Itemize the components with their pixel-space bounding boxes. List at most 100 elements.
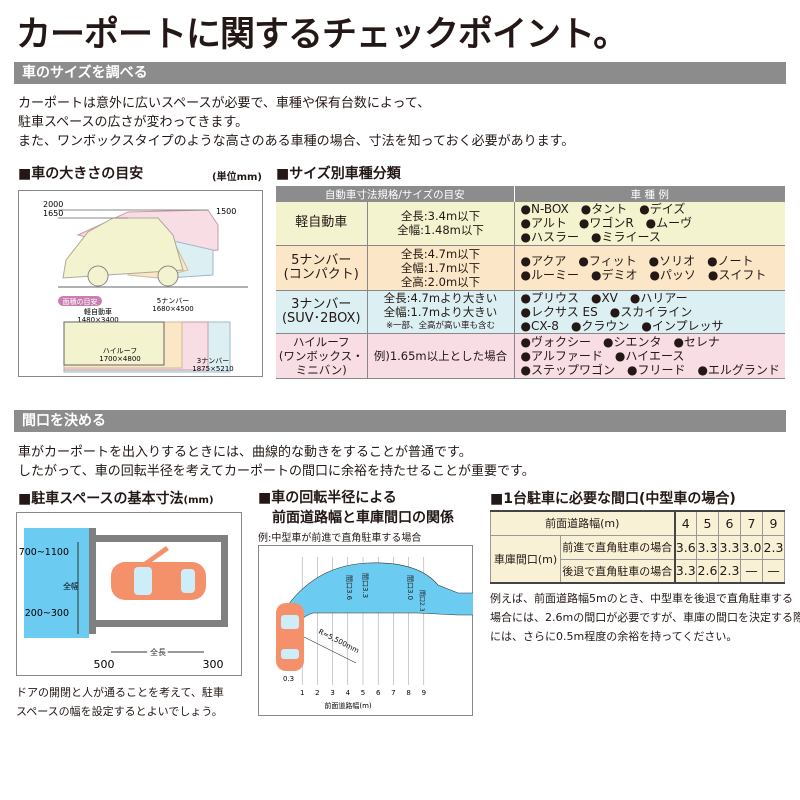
text-line: カーポートは意外に広いスペースが必要で、車種や保有台数によって、 bbox=[18, 96, 431, 111]
road-width-header: 前面道路幅(m) bbox=[490, 511, 676, 536]
reverse-value: 3.3 bbox=[674, 559, 697, 584]
opening-intro: 車がカーポートを出入りするときには、曲線的な動きをすることが普通です。 したがっ… bbox=[18, 443, 535, 481]
parking-heading: ■駐車スペースの基本寸法(mm) bbox=[18, 491, 214, 507]
turning-subtitle: 例:中型車が前進で直角駐車する場合 bbox=[258, 533, 422, 544]
intro-text: カーポートは意外に広いスペースが必要で、車種や保有台数によって、 駐車スペースの… bbox=[18, 94, 574, 151]
table-row: 前面道路幅(m) 4 5 6 7 9 bbox=[490, 511, 785, 536]
gap-label: 間口3.0 bbox=[406, 575, 414, 600]
page-title: カーポートに関するチェックポイント。 bbox=[16, 15, 628, 55]
forward-value: 3.6 bbox=[674, 535, 697, 560]
tick-label: 9 bbox=[422, 689, 426, 697]
forward-label: 前進で直角駐車の場合 bbox=[560, 535, 676, 560]
cars-cell: ●プリウス ●XV ●ハリアー ●レクサス ES ●スカイライン ●CX-8 ●クラ… bbox=[514, 290, 785, 334]
tick-label: 7 bbox=[391, 689, 395, 697]
cars-cell: ●アクア ●フィット ●ソリオ ●ノート ●ルーミー ●デミオ ●パッソ ●スイフ… bbox=[514, 245, 785, 291]
height-2000: 2000 bbox=[43, 200, 63, 209]
category-cell: 3ナンバー (SUV･2BOX) bbox=[276, 290, 368, 334]
table-row: 3ナンバー (SUV･2BOX) 全長:4.7mより大きい 全幅:1.7mより大きい… bbox=[276, 290, 785, 334]
tick-label: 6 bbox=[376, 689, 381, 697]
section-bar-opening: 間口を決める bbox=[14, 410, 786, 432]
car-icon bbox=[276, 603, 304, 671]
height-1500: 1500 bbox=[216, 207, 236, 216]
dim-width: 全幅 bbox=[63, 581, 79, 591]
car-top-view bbox=[111, 546, 206, 600]
car-size-diagram: 2000 1650 1500 面積の目安 軽自動車 1480×3400 5ナンバ… bbox=[18, 190, 263, 377]
size-classification-table: 自動車寸法規格/サイズの目安車 種 例 軽自動車 全長:3.4m以下 全幅:1.4… bbox=[276, 186, 785, 379]
highroof-label: ハイルーフ bbox=[103, 347, 137, 355]
garage-opening-header: 車庫間口(m) bbox=[490, 535, 561, 584]
text-line: 車がカーポートを出入りするときには、曲線的な動きをすることが普通です。 bbox=[18, 445, 472, 460]
dim-side-space: 200~300 bbox=[25, 608, 69, 619]
kei-label: 軽自動車 bbox=[84, 307, 112, 316]
text-line: 駐車スペースの広さが変わってきます。 bbox=[18, 115, 249, 130]
height-1650: 1650 bbox=[43, 209, 63, 218]
category-cell: ハイルーフ (ワンボックス・ ミニバン) bbox=[276, 333, 368, 379]
access-area bbox=[24, 528, 89, 638]
road-width: 9 bbox=[762, 511, 785, 536]
turning-heading: ■車の回転半径による 前面道路幅と車庫間口の関係 bbox=[258, 490, 454, 526]
n5-dim: 1680×4500 bbox=[152, 305, 194, 313]
forward-value: 3.3 bbox=[718, 535, 741, 560]
kei-dim: 1480×3400 bbox=[77, 316, 119, 324]
opening-heading: ■1台駐車に必要な間口(中型車の場合) bbox=[490, 491, 736, 507]
forward-value: 3.0 bbox=[740, 535, 763, 560]
road-width: 4 bbox=[674, 511, 697, 536]
table-row: 後退で直角駐車の場合 3.3 2.6 2.3 — — bbox=[491, 559, 785, 584]
gap-label: 間口2.3 bbox=[418, 590, 425, 612]
cars-cell: ●ヴォクシー ●シエンタ ●セレナ ●アルファード ●ハイエース ●ステップワゴン … bbox=[514, 333, 785, 379]
garage-wall bbox=[89, 528, 228, 634]
table-row: ハイルーフ (ワンボックス・ ミニバン) 例)1.65m以上とした場合 ●ヴォクシー… bbox=[276, 333, 785, 379]
dim-front: 500 bbox=[94, 658, 115, 671]
opening-note: 例えば、前面道路幅5mのとき、中型車を後退で直角駐車する 場合には、2.6mの間口… bbox=[490, 592, 800, 643]
axis-label: 前面道路幅(m) bbox=[324, 701, 372, 710]
tick-label: 1 bbox=[300, 689, 304, 697]
road-width: 7 bbox=[740, 511, 763, 536]
tick-label: 4 bbox=[346, 689, 351, 697]
classification-heading: ■サイズ別車種分類 bbox=[276, 166, 401, 182]
kei-silhouette bbox=[62, 217, 184, 279]
tick-label: 2 bbox=[315, 689, 319, 697]
table-row: 5ナンバー (コンパクト) 全長:4.7m以下 全幅:1.7m以下 全高:2.0m以下… bbox=[276, 245, 785, 291]
offset-label: 0.3 bbox=[283, 675, 294, 683]
forward-value: 3.3 bbox=[696, 535, 719, 560]
dim-rear: 300 bbox=[203, 658, 224, 671]
category-cell: 軽自動車 bbox=[276, 202, 368, 246]
gap-label: 間口3.3 bbox=[361, 573, 369, 598]
reverse-value: — bbox=[740, 559, 763, 584]
forward-value: 2.3 bbox=[762, 535, 785, 560]
spec-cell: 全長:3.4m以下 全幅:1.48m以下 bbox=[367, 202, 515, 246]
tick-label: 3 bbox=[330, 689, 334, 697]
road-width: 6 bbox=[718, 511, 741, 536]
n5-label: 5ナンバー bbox=[157, 297, 189, 305]
size-guide-heading: ■車の大きさの目安 bbox=[18, 166, 144, 182]
spec-cell: 例)1.65m以上とした場合 bbox=[367, 333, 515, 379]
dim-door-space: 700~1100 bbox=[19, 547, 69, 558]
spec-cell: 全長:4.7m以下 全幅:1.7m以下 全高:2.0m以下 bbox=[367, 245, 515, 291]
unit-label: (単位mm) bbox=[212, 172, 262, 183]
tick-label: 5 bbox=[361, 689, 365, 697]
opening-table: 前面道路幅(m) 4 5 6 7 9 車庫間口(m) 前進で直角駐車の場合 3.… bbox=[490, 510, 785, 584]
reverse-value: — bbox=[762, 559, 785, 584]
category-cell: 5ナンバー (コンパクト) bbox=[276, 245, 368, 291]
n3-dim: 1875×5210 bbox=[192, 365, 234, 373]
text-line: したがって、車の回転半径を考えてカーポートの間口に余裕を持たせることが重要です。 bbox=[18, 464, 535, 479]
tick-label: 8 bbox=[406, 689, 410, 697]
spec-cell: 全長:4.7mより大きい 全幅:1.7mより大きい ※一部、全高が高い車も含む bbox=[367, 290, 515, 334]
reverse-value: 2.6 bbox=[696, 559, 719, 584]
text-line: また、ワンボックスタイプのような高さのある車種の場合、寸法を知っておく必要があり… bbox=[18, 134, 575, 149]
reverse-label: 後退で直角駐車の場合 bbox=[560, 559, 676, 584]
area-badge: 面積の目安 bbox=[63, 297, 98, 306]
col-header-cars: 車 種 例 bbox=[514, 186, 785, 202]
highroof-dim: 1700×4800 bbox=[99, 355, 141, 363]
col-header-spec: 自動車寸法規格/サイズの目安 bbox=[276, 186, 515, 202]
reverse-value: 2.3 bbox=[718, 559, 741, 584]
dim-length: 全長 bbox=[150, 647, 166, 657]
parking-caption: ドアの開閉と人が通ることを考えて、駐車 スペースの幅を設定するとよいでしょう。 bbox=[16, 686, 224, 718]
n3-label: 3ナンバー bbox=[197, 357, 229, 365]
table-row: 軽自動車 全長:3.4m以下 全幅:1.48m以下 ●N-BOX ●タント ●デイ… bbox=[276, 202, 785, 246]
parking-diagram: 700~1100 全幅 200~300 全長 500 300 bbox=[16, 512, 242, 676]
table-row: 車庫間口(m) 前進で直角駐車の場合 3.6 3.3 3.3 3.0 2.3 bbox=[490, 535, 785, 584]
gap-label: 間口3.6 bbox=[345, 575, 353, 601]
section-bar-size: 車のサイズを調べる bbox=[14, 62, 786, 84]
